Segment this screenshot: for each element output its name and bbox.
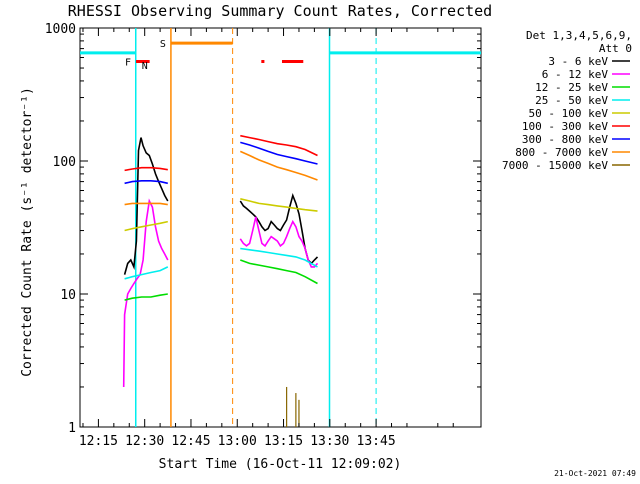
series-layer [122, 134, 319, 427]
series-line [124, 166, 168, 172]
series-line [124, 202, 168, 206]
y-axis: 1 10 100 1000 [45, 22, 481, 436]
x-axis: 12:15 12:30 12:45 13:00 13:15 13:30 13:45 [79, 28, 454, 449]
series-line [240, 198, 318, 212]
legend-entry-label: 12 - 25 keV [535, 81, 608, 94]
y-axis-label: Corrected Count Rate (s⁻¹ detector⁻¹) [20, 87, 35, 377]
x-tick-label: 13:15 [264, 434, 303, 449]
y-tick-label: 10 [60, 288, 76, 303]
plot-frame [79, 27, 482, 428]
series-line [240, 134, 318, 157]
series-line [122, 198, 169, 388]
flare-marker-label: F [125, 57, 131, 68]
series-line [124, 293, 168, 301]
chart-title: RHESSI Observing Summary Count Rates, Co… [68, 2, 492, 20]
legend-entry-label: 300 - 800 keV [522, 133, 608, 146]
series-line [239, 150, 318, 181]
x-tick-label: 13:00 [218, 434, 257, 449]
timestamp: 21-Oct-2021 07:49 [554, 469, 636, 478]
x-tick-label: 12:15 [79, 434, 118, 449]
legend-entry-label: 6 - 12 keV [542, 68, 609, 81]
series-line [124, 266, 169, 280]
y-tick-label: 1000 [45, 22, 76, 37]
saa-marker-label: S [160, 39, 166, 50]
legend-header: Att 0 [599, 42, 632, 55]
legend-header: Det 1,3,4,5,6,9, [526, 29, 632, 42]
series-line [240, 247, 318, 268]
y-tick-label: 100 [53, 155, 76, 170]
legend-entry-label: 7000 - 15000 keV [502, 159, 608, 172]
legend-entry-label: 50 - 100 keV [529, 107, 609, 120]
x-tick-label: 13:30 [310, 434, 349, 449]
legend-entry-label: 800 - 7000 keV [515, 146, 608, 159]
series-line [239, 216, 319, 268]
series-line [240, 141, 318, 165]
x-tick-label: 12:45 [171, 434, 210, 449]
legend-entry-label: 100 - 300 keV [522, 120, 608, 133]
legend-entry-label: 3 - 6 keV [548, 55, 608, 68]
x-tick-label: 12:30 [125, 434, 164, 449]
series-line [124, 180, 168, 185]
series-line [123, 137, 169, 275]
series-line [240, 259, 318, 285]
x-axis-label: Start Time (16-Oct-11 12:09:02) [159, 457, 402, 472]
y-tick-label: 1 [68, 421, 76, 436]
series-line [124, 220, 168, 232]
x-tick-label: 13:45 [357, 434, 396, 449]
legend-entry-label: 25 - 50 keV [535, 94, 608, 107]
night-marker-label: N [142, 61, 148, 72]
